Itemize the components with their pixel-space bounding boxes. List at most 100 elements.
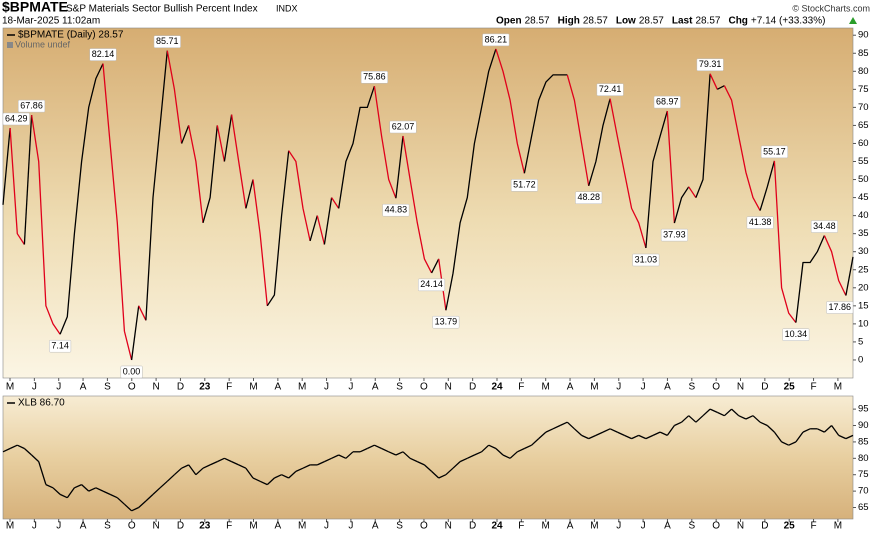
x-tick-label: F xyxy=(810,521,816,532)
data-label: 31.03 xyxy=(632,253,660,267)
data-label: 37.93 xyxy=(660,228,688,242)
series-line xyxy=(66,487,75,499)
quote-value: 28.57 xyxy=(583,16,608,27)
quote-label: Open xyxy=(496,16,522,27)
series-line xyxy=(295,467,304,472)
series-line xyxy=(409,457,418,463)
series-line xyxy=(138,500,147,508)
data-label-box xyxy=(826,301,854,314)
data-label-text: 34.48 xyxy=(813,221,836,231)
series-line xyxy=(30,115,61,335)
x-tick-label: F xyxy=(810,382,816,393)
series-line xyxy=(659,431,668,436)
data-label: 79.31 xyxy=(696,58,724,72)
series-line xyxy=(781,441,789,446)
main-panel xyxy=(2,27,854,379)
x-tick-label: M xyxy=(590,382,598,393)
series-line xyxy=(752,415,761,423)
x-tick-label: O xyxy=(420,521,428,532)
y-tick-label: 80 xyxy=(858,453,869,464)
series-line xyxy=(588,98,611,186)
series-line xyxy=(231,461,239,466)
series-line xyxy=(138,305,147,321)
series-line xyxy=(823,235,847,296)
data-label-box xyxy=(810,220,838,233)
series-line xyxy=(74,484,82,489)
series-line xyxy=(9,127,25,245)
series-line xyxy=(552,424,561,430)
x-tick-label: N xyxy=(737,521,744,532)
x-tick-label: A xyxy=(372,382,379,393)
series-line xyxy=(423,464,433,472)
series-line xyxy=(166,474,175,482)
series-line xyxy=(316,215,326,245)
x-tick-label: S xyxy=(396,382,403,393)
data-label: 10.34 xyxy=(782,328,810,341)
series-line xyxy=(202,464,211,469)
x-tick-label: S xyxy=(104,382,111,393)
x-tick-label: O xyxy=(128,521,136,532)
series-line xyxy=(845,434,854,440)
series-line xyxy=(288,150,311,242)
series-line xyxy=(266,150,290,307)
x-tick-label: F xyxy=(518,521,524,532)
series-line xyxy=(559,421,568,427)
series-line xyxy=(502,454,511,459)
data-label-box xyxy=(389,120,417,134)
series-line xyxy=(609,428,618,433)
series-line xyxy=(395,451,404,456)
series-line xyxy=(445,48,497,311)
series-line xyxy=(717,85,725,90)
series-line xyxy=(345,451,354,459)
series-line xyxy=(759,160,776,211)
series-line xyxy=(245,467,254,479)
data-label-text: 75.86 xyxy=(363,72,386,82)
data-label: 17.86 xyxy=(826,301,854,314)
x-tick-label: N xyxy=(152,382,159,393)
series-line xyxy=(581,434,589,440)
series-line xyxy=(88,487,97,492)
y-tick-label: 20 xyxy=(858,282,869,293)
series-line xyxy=(617,431,625,436)
y-tick-label: 65 xyxy=(858,502,869,513)
data-label-text: 24.14 xyxy=(420,279,443,289)
x-tick-label: O xyxy=(128,382,136,393)
series-line xyxy=(524,444,532,450)
x-tick-label: A xyxy=(275,521,282,532)
y-tick-label: 10 xyxy=(858,318,869,329)
data-label: 72.41 xyxy=(596,83,624,96)
data-label-text: 48.28 xyxy=(577,192,600,202)
series-line xyxy=(324,457,332,463)
x-tick-label: D xyxy=(469,382,476,393)
series-line xyxy=(738,415,747,420)
series-line xyxy=(259,480,268,486)
series-line xyxy=(673,186,690,224)
data-label: 64.29 xyxy=(2,112,30,126)
series-line xyxy=(95,487,104,492)
x-tick-label: A xyxy=(275,382,282,393)
series-line xyxy=(588,434,597,440)
data-label-text: 79.31 xyxy=(699,59,722,69)
x-tick-label: A xyxy=(664,521,671,532)
x-tick-label: D xyxy=(177,521,184,532)
x-tick-label: N xyxy=(152,521,159,532)
x-tick-label: A xyxy=(567,382,574,393)
x-tick-label: N xyxy=(445,521,452,532)
series-line xyxy=(573,428,583,436)
data-label-text: 51.72 xyxy=(513,180,536,190)
series-line xyxy=(81,484,90,492)
data-label: 82.14 xyxy=(89,48,117,61)
data-label: 62.07 xyxy=(389,120,417,134)
series-line xyxy=(224,457,232,463)
x-tick-label: 25 xyxy=(784,521,796,532)
series-line xyxy=(188,464,197,476)
series-line xyxy=(166,50,183,144)
quote-label: High xyxy=(558,16,580,27)
series-line xyxy=(402,135,433,274)
series-line xyxy=(338,454,347,459)
index-name: S&P Materials Sector Bullish Percent Ind… xyxy=(66,4,258,15)
series-line xyxy=(445,467,454,476)
x-tick-label: M xyxy=(834,521,842,532)
y-tick-label: 0 xyxy=(858,354,863,365)
series-line xyxy=(102,490,111,495)
